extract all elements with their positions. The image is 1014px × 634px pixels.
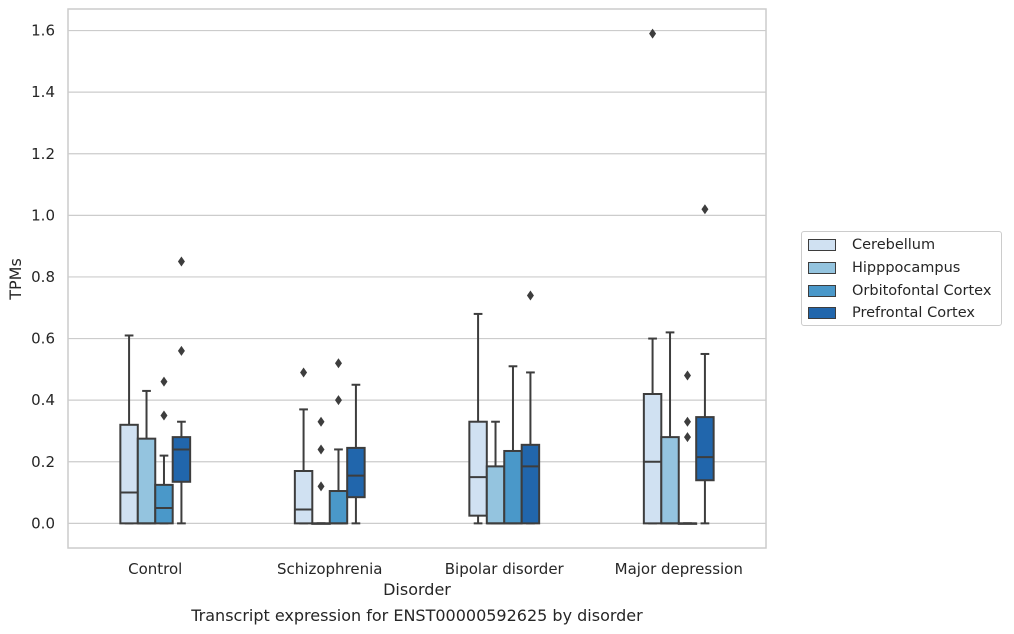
box-2-2 [503, 365, 523, 525]
y-tick-label: 0.0 [31, 514, 55, 532]
legend-item-prefrontal-cortex: Prefrontal Cortex [808, 304, 975, 322]
legend-item-cerebellum: Cerebellum [808, 236, 935, 254]
box-body [346, 446, 366, 499]
legend-item-orbitofrontal-cortex: Orbitofontal Cortex [808, 282, 991, 300]
outlier-point [317, 444, 325, 455]
box-0-0 [119, 334, 139, 525]
box-0-3 [171, 256, 192, 525]
outlier-point [683, 432, 691, 443]
box-body [136, 437, 157, 525]
box-body [642, 393, 663, 525]
box-body [171, 436, 192, 483]
box-1-3 [346, 383, 366, 525]
box-2-1 [485, 420, 506, 525]
y-tick-label: 1.2 [31, 145, 55, 163]
legend-item-hippocampus: Hipppocampus [808, 259, 960, 277]
box-body [485, 465, 506, 525]
outlier-point [683, 416, 691, 427]
y-tick-label: 0.6 [31, 330, 55, 348]
legend-label-hippocampus: Hipppocampus [852, 260, 961, 276]
x-tick-label: Bipolar disorder [445, 560, 565, 578]
legend-swatch-hippocampus [808, 262, 836, 274]
box-body [119, 423, 139, 525]
axis-tick-labels: 0.0 0.2 0.4 0.6 0.8 1.0 1.2 1.4 1.6 Control Schizo… [31, 22, 743, 578]
box-body [660, 436, 680, 525]
box-body [154, 483, 174, 525]
x-axis-label: Disorder [383, 580, 451, 599]
outlier-point [177, 345, 185, 356]
legend-swatch-orbitofrontal-cortex [808, 285, 836, 297]
y-tick-label: 1.0 [31, 206, 55, 224]
x-tick-label: Major depression [615, 560, 743, 578]
box-2-3 [520, 290, 541, 525]
plot-area-frame [67, 8, 767, 549]
outlier-point [160, 376, 168, 387]
box-1-2 [328, 358, 349, 525]
box-0-2 [154, 376, 174, 525]
y-axis-label: TPMs [6, 258, 25, 301]
legend-swatch-prefrontal-cortex [808, 307, 836, 319]
legend-label-prefrontal-cortex: Prefrontal Cortex [852, 305, 975, 321]
outlier-point [334, 358, 342, 369]
outlier-point [526, 290, 534, 301]
box-3-1 [660, 331, 680, 525]
x-tick-label: Control [128, 560, 182, 578]
outlier-point [334, 395, 342, 406]
y-tick-label: 1.6 [31, 22, 55, 40]
outlier-point [317, 481, 325, 492]
box-plot-marks [119, 28, 715, 525]
box-body [468, 420, 488, 517]
box-body [328, 490, 349, 525]
legend-label-orbitofrontal-cortex: Orbitofontal Cortex [852, 283, 992, 299]
box-body [520, 443, 541, 525]
outlier-point [177, 256, 185, 267]
outlier-point [649, 28, 657, 39]
y-tick-label: 0.2 [31, 453, 55, 471]
box-3-0 [642, 28, 663, 525]
y-tick-label: 0.4 [31, 391, 55, 409]
y-tick-label: 1.4 [31, 83, 55, 101]
x-tick-label: Schizophrenia [277, 560, 382, 578]
box-body [293, 470, 314, 525]
chart-legend: Cerebellum Hipppocampus Orbitofontal Cor… [801, 231, 1002, 326]
chart-caption: Transcript expression for ENST0000059262… [191, 606, 643, 625]
outlier-point [701, 204, 709, 215]
legend-swatch-cerebellum [808, 239, 836, 251]
box-3-3 [695, 204, 715, 525]
box-1-0 [293, 367, 314, 525]
y-tick-label: 0.8 [31, 268, 55, 286]
box-1-1 [311, 416, 331, 525]
outlier-point [160, 410, 168, 421]
legend-label-cerebellum: Cerebellum [852, 237, 936, 253]
box-body [503, 449, 523, 525]
box-3-2 [677, 370, 698, 525]
box-body [695, 416, 715, 482]
outlier-point [683, 370, 691, 381]
outlier-point [317, 416, 325, 427]
box-0-1 [136, 389, 157, 525]
box-2-0 [468, 312, 488, 525]
outlier-point [300, 367, 308, 378]
